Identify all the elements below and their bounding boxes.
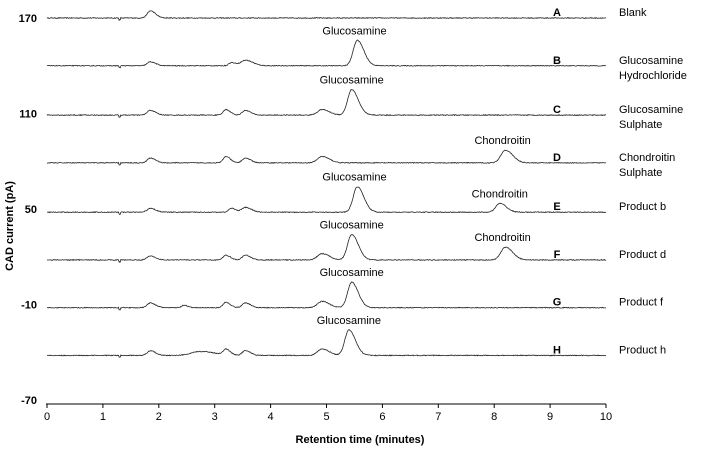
- trace-letter-B: B: [553, 55, 561, 67]
- trace-names: Blank Glucosamine Hydrochloride Glucosamine…: [619, 7, 687, 356]
- x-axis-label: Retention time (minutes): [296, 434, 425, 446]
- trace-line-D: [46, 149, 607, 166]
- x-tick-label-5: 5: [323, 411, 329, 423]
- trace-letter-E: E: [553, 201, 560, 213]
- x-tick-label-3: 3: [212, 411, 218, 423]
- trace-line-G: [47, 281, 607, 311]
- trace-letter-H: H: [553, 344, 561, 356]
- trace-letter-G: G: [553, 297, 562, 309]
- x-tick-label-0: 0: [44, 411, 50, 423]
- trace-name-H: Product h: [619, 344, 666, 356]
- peak-annotations: Glucosamine Glucosamine Chondroitin Glucosa…: [317, 25, 531, 327]
- y-axis-ticks: 170 110 50 -10 -70: [19, 13, 37, 407]
- y-axis-label: CAD current (pA): [4, 181, 16, 271]
- x-tick-label-7: 7: [435, 411, 441, 423]
- y-tick-label-0: 170: [19, 13, 37, 25]
- trace-name-F: Product d: [619, 249, 666, 261]
- trace-line-F: [46, 234, 607, 263]
- trace-line-A: [46, 10, 607, 22]
- peak-label-E-1: Chondroitin: [472, 188, 528, 200]
- trace-letter-D: D: [553, 152, 561, 164]
- trace-line-B: [46, 39, 607, 69]
- peak-label-F-1: Chondroitin: [474, 232, 530, 244]
- trace-name-A: Blank: [619, 7, 647, 19]
- trace-name-B: Glucosamine Hydrochloride: [619, 55, 687, 82]
- trace-name-D: Chondroitin Sulphate: [619, 152, 675, 179]
- peak-label-E-0: Glucosamine: [322, 172, 386, 184]
- trace-name-E: Product b: [619, 201, 666, 213]
- peak-label-C-0: Glucosamine: [320, 75, 384, 87]
- trace-letter-C: C: [553, 104, 561, 116]
- x-tick-label-2: 2: [156, 411, 162, 423]
- x-tick-label-6: 6: [379, 411, 385, 423]
- trace-name-G: Product f: [619, 297, 664, 309]
- x-tick-label-10: 10: [600, 411, 612, 423]
- x-tick-label-4: 4: [268, 411, 274, 423]
- chromatogram-traces: [46, 10, 607, 358]
- trace-line-C: [46, 88, 607, 118]
- trace-letter-F: F: [554, 249, 561, 261]
- y-tick-label-2: 50: [25, 204, 37, 216]
- trace-line-E: [47, 186, 607, 215]
- x-tick-label-8: 8: [491, 411, 497, 423]
- trace-letter-A: A: [553, 7, 561, 19]
- x-tick-label-9: 9: [547, 411, 553, 423]
- peak-label-F-0: Glucosamine: [320, 220, 384, 232]
- y-tick-label-4: -70: [21, 395, 37, 407]
- y-tick-label-1: 110: [19, 109, 37, 121]
- peak-label-G-0: Glucosamine: [320, 267, 384, 279]
- trace-letters: A B C D E F G H: [553, 7, 562, 356]
- trace-name-C: Glucosamine Sulphate: [619, 104, 683, 131]
- y-tick-label-3: -10: [21, 300, 37, 312]
- trace-line-H: [46, 329, 607, 358]
- x-tick-label-1: 1: [100, 411, 106, 423]
- peak-label-B-0: Glucosamine: [322, 25, 386, 37]
- peak-label-D-0: Chondroitin: [474, 135, 530, 147]
- peak-label-H-0: Glucosamine: [317, 315, 381, 327]
- x-axis-ticks: 0 1 2 3 4 5 6 7 8 9 10: [44, 404, 612, 423]
